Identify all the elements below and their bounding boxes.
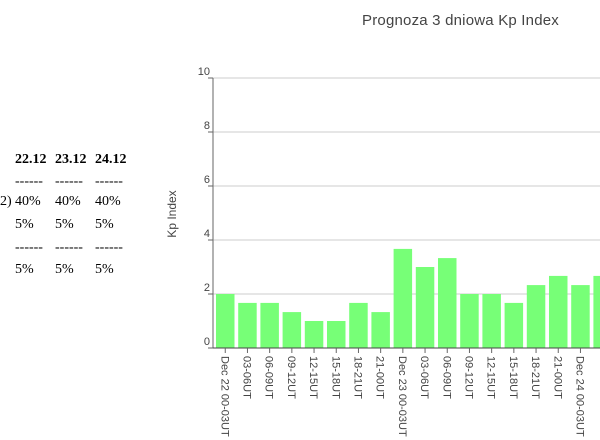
- bar: [549, 275, 568, 348]
- bar: [526, 285, 546, 348]
- tick-labels: 0 2 4 6 8 10 Dec 22 00-03UT 03-06UT 06-09UT 09-12…: [165, 66, 585, 437]
- bar: [415, 267, 435, 348]
- separator: ------: [55, 240, 83, 255]
- bar: [216, 294, 235, 348]
- x-tick-label: 09-12UT: [462, 356, 474, 399]
- separator: ------: [15, 174, 43, 189]
- x-tick-label: Dec 24 00-03UT: [573, 356, 585, 437]
- chart-title: Prognoza 3 dniowa Kp Index: [362, 12, 559, 29]
- probability-value: 5%: [95, 262, 114, 277]
- x-tick-label: 03-06UT: [418, 356, 430, 399]
- bar: [304, 321, 324, 348]
- probability-value: 40%: [95, 194, 121, 209]
- bar: [282, 312, 302, 348]
- x-tick-label: 06-09UT: [440, 356, 452, 399]
- bar: [438, 258, 457, 348]
- axes: [208, 77, 600, 353]
- x-tick-label: 15-18UT: [507, 356, 519, 399]
- x-tick-label: Dec 22 00-03UT: [218, 356, 230, 437]
- probability-value: 5%: [15, 217, 34, 232]
- bar: [593, 275, 600, 348]
- probability-table: 22.12 23.12 24.12 ------ ------ ------ 2…: [0, 148, 140, 288]
- y-tick-label: 8: [204, 120, 210, 132]
- bar: [460, 294, 479, 348]
- x-tick-label: Dec 23 00-03UT: [396, 356, 408, 437]
- separator: ------: [15, 240, 43, 255]
- date-header-2: 23.12: [55, 152, 87, 167]
- x-tick-label: 15-18UT: [329, 356, 341, 399]
- x-tick-label: 18-21UT: [351, 356, 363, 399]
- bar: [371, 312, 390, 348]
- x-tick-label: 12-15UT: [485, 356, 497, 399]
- probability-value: 5%: [55, 217, 74, 232]
- y-tick-label: 10: [198, 66, 210, 78]
- date-header-3: 24.12: [95, 152, 127, 167]
- separator: ------: [95, 240, 123, 255]
- y-tick-label: 2: [204, 282, 210, 294]
- x-tick-label: 12-15UT: [307, 356, 319, 399]
- bar: [260, 302, 279, 348]
- separator: ------: [95, 174, 123, 189]
- bars: [216, 248, 600, 348]
- bar: [238, 302, 257, 348]
- x-tick-label: 21-00UT: [374, 356, 386, 399]
- x-tick-label: 18-21UT: [529, 356, 541, 399]
- probability-value: 40%: [55, 194, 81, 209]
- y-tick-label: 0: [204, 336, 210, 348]
- x-tick-label: 06-09UT: [263, 356, 275, 399]
- row-prefix: 2): [0, 194, 12, 209]
- bar: [571, 285, 590, 348]
- y-tick-label: 4: [204, 228, 210, 240]
- probability-value: 5%: [95, 217, 114, 232]
- bar: [504, 302, 524, 348]
- x-tick-label: 03-06UT: [240, 356, 252, 399]
- bar: [482, 294, 501, 348]
- date-header-1: 22.12: [15, 152, 47, 167]
- probability-value: 40%: [15, 194, 41, 209]
- probability-value: 5%: [15, 262, 34, 277]
- separator: ------: [55, 174, 83, 189]
- x-tick-label: 21-00UT: [551, 356, 563, 399]
- probability-value: 5%: [55, 262, 74, 277]
- bar: [349, 302, 368, 348]
- y-axis-label: Kp Index: [165, 190, 179, 237]
- x-tick-label: 09-12UT: [285, 356, 297, 399]
- bar: [327, 321, 346, 348]
- bar: [393, 248, 413, 348]
- y-tick-label: 6: [204, 174, 210, 186]
